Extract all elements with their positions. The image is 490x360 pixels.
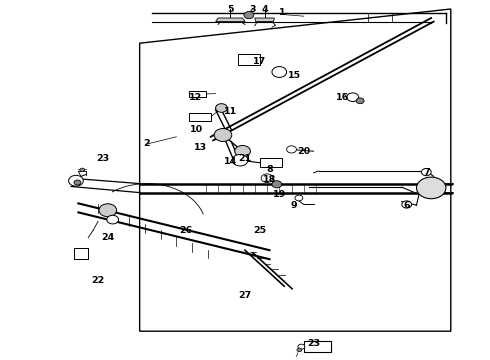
Circle shape bbox=[402, 201, 412, 208]
Polygon shape bbox=[255, 18, 274, 22]
Text: 18: 18 bbox=[263, 175, 276, 184]
Circle shape bbox=[69, 175, 83, 186]
Bar bbox=[189, 113, 211, 121]
Circle shape bbox=[416, 177, 446, 199]
Text: 8: 8 bbox=[266, 165, 273, 174]
Text: 16: 16 bbox=[336, 93, 350, 102]
Text: 22: 22 bbox=[91, 276, 105, 285]
Text: 26: 26 bbox=[179, 226, 193, 235]
Circle shape bbox=[80, 168, 85, 172]
Bar bbox=[304, 341, 331, 352]
Text: 20: 20 bbox=[297, 147, 310, 156]
Circle shape bbox=[99, 204, 117, 217]
Polygon shape bbox=[216, 18, 245, 22]
Circle shape bbox=[297, 348, 302, 352]
Text: 27: 27 bbox=[238, 291, 252, 300]
Text: 7: 7 bbox=[423, 168, 430, 177]
Text: 19: 19 bbox=[272, 190, 286, 199]
Text: 13: 13 bbox=[195, 143, 207, 152]
Circle shape bbox=[261, 174, 273, 183]
Circle shape bbox=[421, 168, 431, 176]
Circle shape bbox=[295, 195, 303, 201]
Circle shape bbox=[216, 104, 227, 112]
Text: 10: 10 bbox=[190, 125, 202, 134]
Text: 11: 11 bbox=[223, 107, 237, 116]
Text: 25: 25 bbox=[253, 226, 266, 235]
Bar bbox=[238, 54, 260, 65]
Circle shape bbox=[232, 154, 248, 166]
Circle shape bbox=[298, 344, 305, 349]
Circle shape bbox=[244, 12, 254, 19]
Circle shape bbox=[287, 146, 296, 153]
Text: 5: 5 bbox=[227, 4, 234, 13]
Circle shape bbox=[107, 215, 119, 224]
Circle shape bbox=[235, 145, 250, 157]
Text: 21: 21 bbox=[238, 154, 252, 163]
Circle shape bbox=[214, 129, 232, 141]
Text: 15: 15 bbox=[288, 71, 300, 80]
Text: 17: 17 bbox=[253, 57, 267, 66]
Text: 1: 1 bbox=[278, 8, 285, 17]
Circle shape bbox=[272, 67, 287, 77]
Text: 24: 24 bbox=[101, 233, 115, 242]
Text: 23: 23 bbox=[307, 339, 320, 348]
Text: 4: 4 bbox=[261, 4, 268, 13]
Text: 14: 14 bbox=[223, 157, 237, 166]
Circle shape bbox=[347, 93, 359, 102]
Text: 3: 3 bbox=[249, 4, 256, 13]
Text: 2: 2 bbox=[144, 139, 150, 148]
Text: 9: 9 bbox=[291, 201, 297, 210]
Circle shape bbox=[74, 180, 81, 185]
Text: 6: 6 bbox=[403, 201, 410, 210]
Text: 12: 12 bbox=[189, 93, 203, 102]
Bar bbox=[189, 91, 206, 97]
Circle shape bbox=[272, 181, 282, 188]
Text: 23: 23 bbox=[97, 154, 109, 163]
Bar bbox=[260, 158, 282, 167]
Circle shape bbox=[356, 98, 364, 104]
